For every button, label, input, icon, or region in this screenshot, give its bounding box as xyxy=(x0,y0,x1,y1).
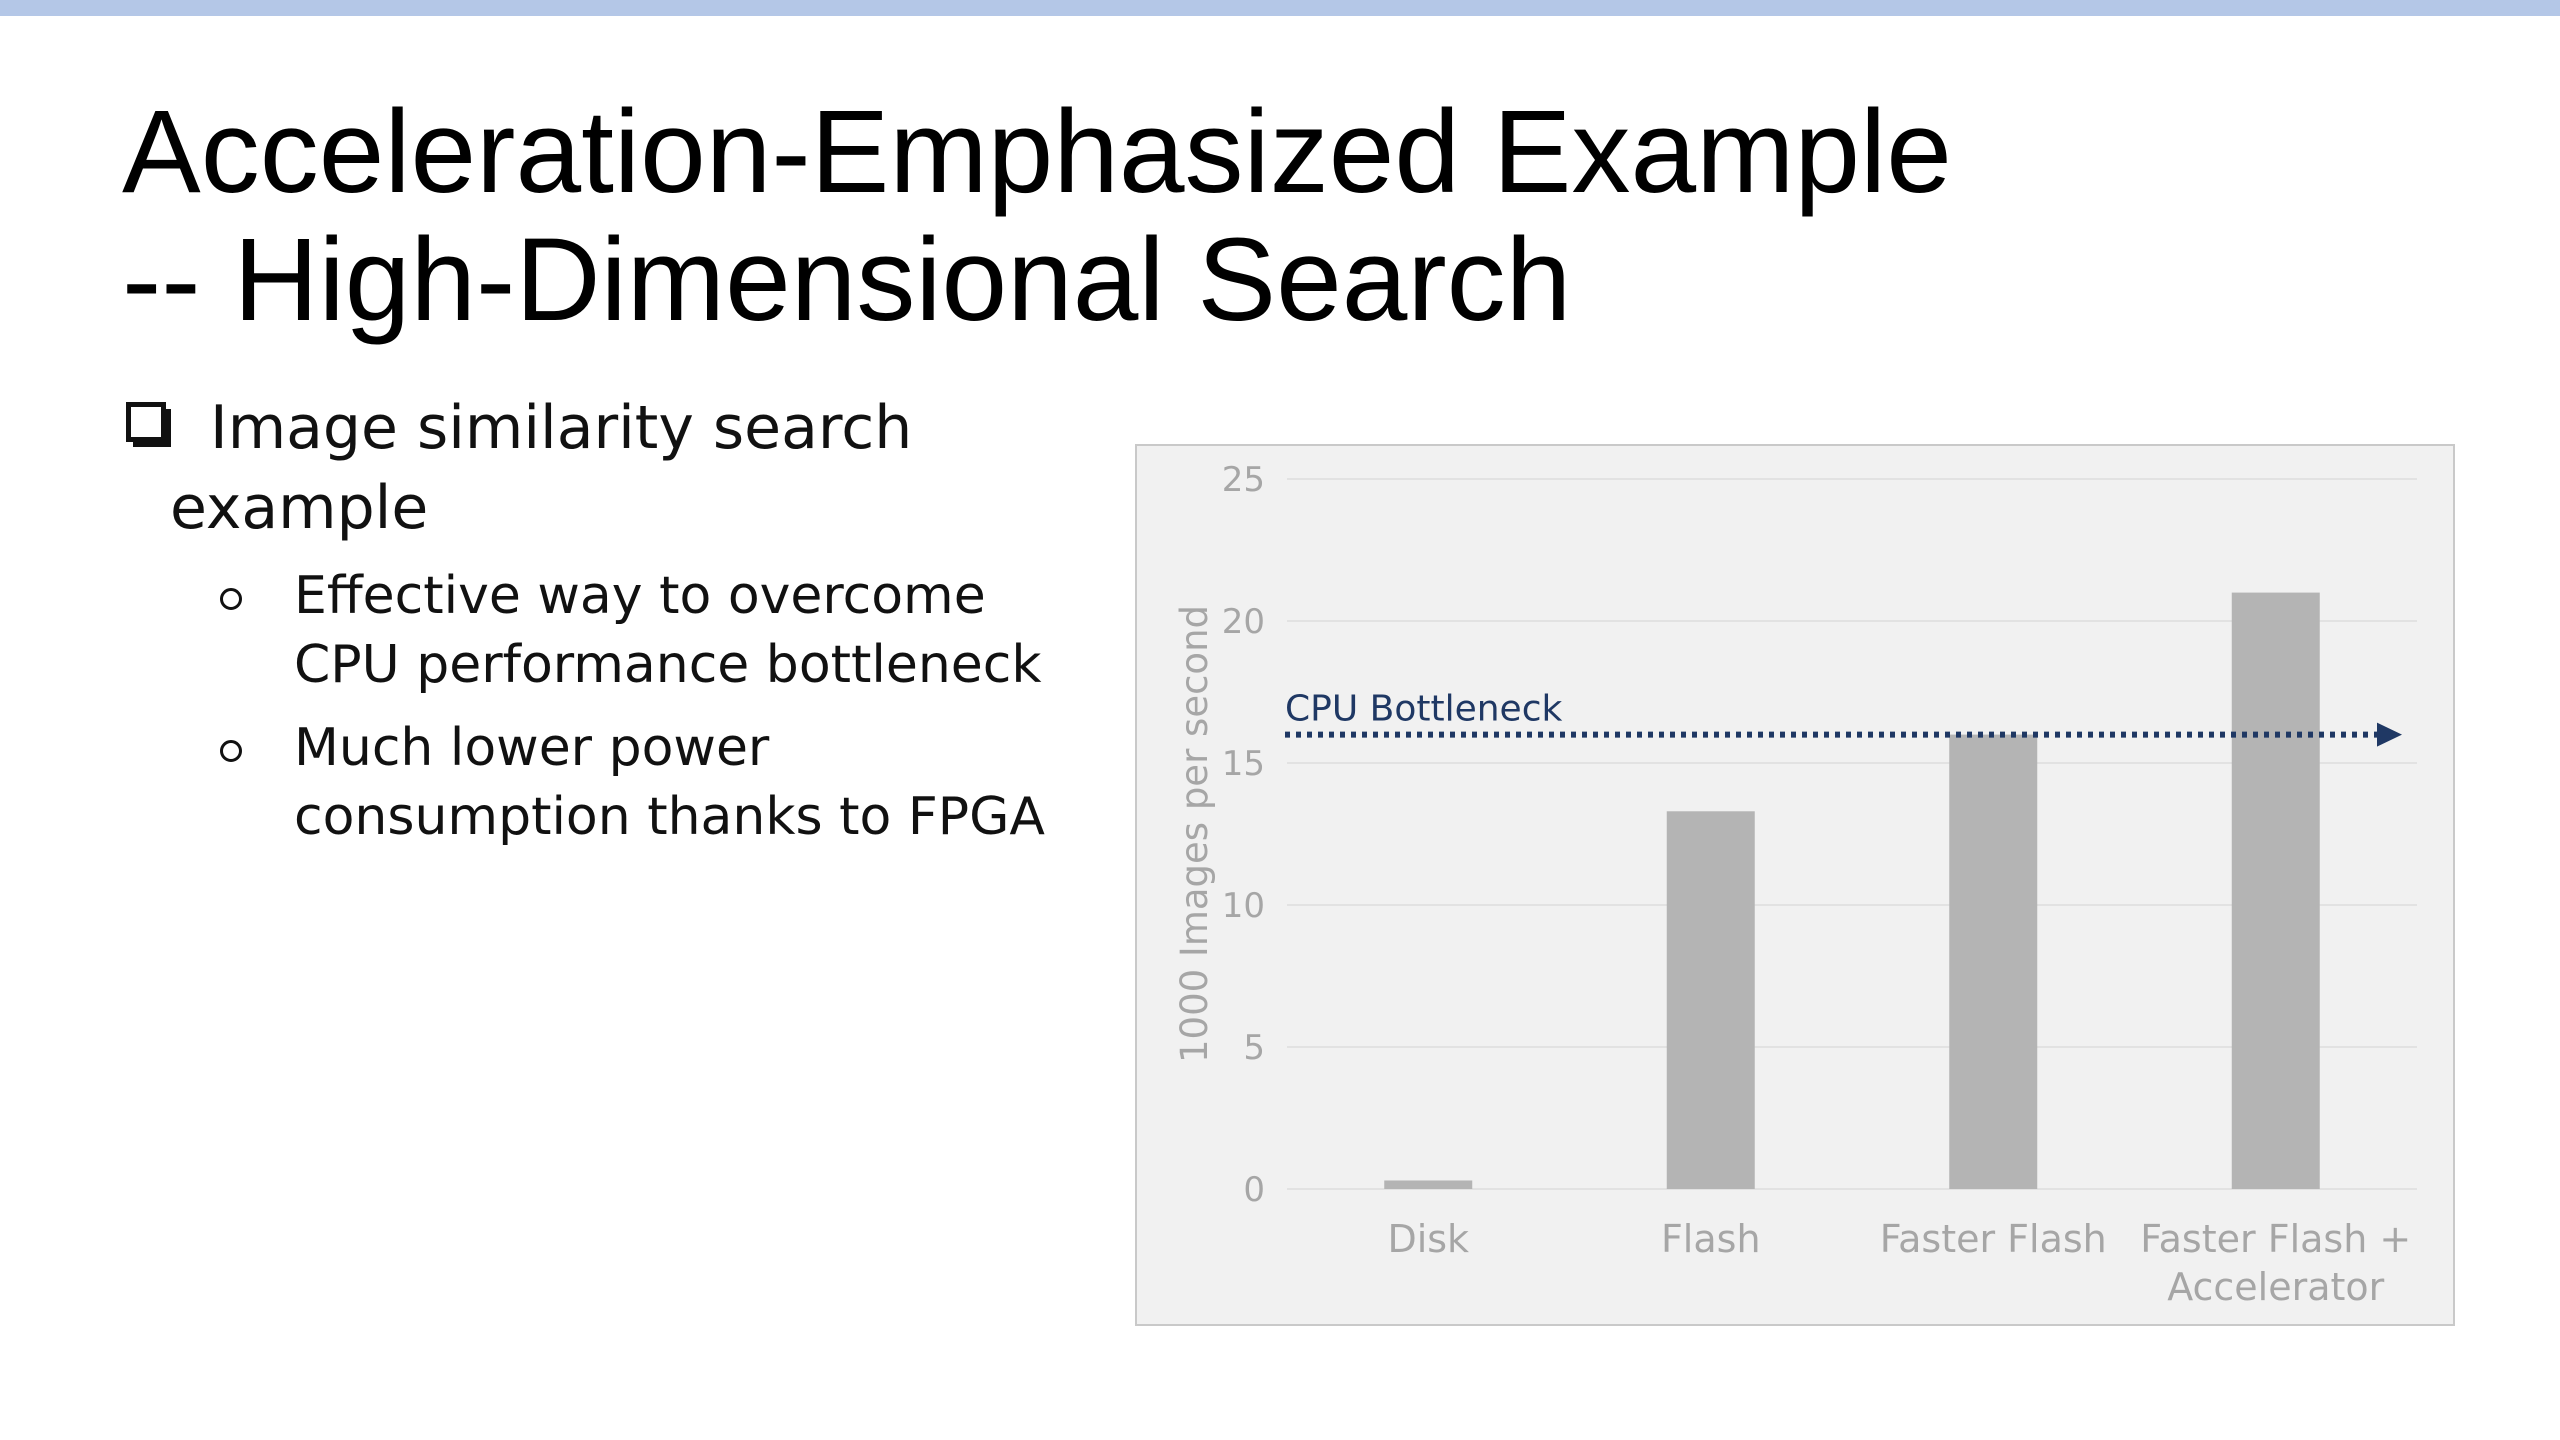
y-tick-label: 5 xyxy=(1243,1028,1265,1068)
bullet-list: Image similarity search example Effectiv… xyxy=(122,388,1082,866)
sub-bullet-item: Much lower power consumption thanks to F… xyxy=(122,714,1082,852)
slide-title: Acceleration-Emphasized Example -- High-… xyxy=(122,88,1952,344)
bar-chart: 0 5 10 15 20 25 1000 Images per second Disk Flas… xyxy=(1135,444,2455,1326)
y-axis-label: 1000 Images per second xyxy=(1173,605,1216,1063)
bar xyxy=(1384,1180,1473,1189)
slide-title-line-2: -- High-Dimensional Search xyxy=(122,214,1572,346)
x-tick-label: Accelerator xyxy=(2167,1265,2384,1309)
bullet-text-line-1: Image similarity search xyxy=(210,393,913,463)
x-tick-label: Flash xyxy=(1661,1217,1761,1261)
x-tick-label: Disk xyxy=(1387,1217,1469,1261)
sub-bullet-text-line: Much lower power xyxy=(294,718,770,778)
bullet-text-line-2: example xyxy=(170,473,429,543)
slide-top-bar xyxy=(0,0,2560,16)
x-tick-label: Faster Flash + xyxy=(2140,1217,2411,1261)
bar xyxy=(1666,811,1755,1189)
x-tick-label: Faster Flash xyxy=(1880,1217,2107,1261)
circle-bullet-icon xyxy=(220,588,242,610)
checkbox-bullet-icon xyxy=(126,402,166,442)
y-tick-label: 0 xyxy=(1243,1170,1265,1210)
bottleneck-label: CPU Bottleneck xyxy=(1285,689,1563,730)
slide-title-line-1: Acceleration-Emphasized Example xyxy=(122,86,1952,218)
bullet-item: Image similarity search example xyxy=(122,388,1082,548)
y-tick-label: 10 xyxy=(1222,886,1265,926)
sub-bullet-list: Effective way to overcome CPU performanc… xyxy=(122,562,1082,852)
circle-bullet-icon xyxy=(220,740,242,762)
bar xyxy=(1949,734,2038,1189)
y-tick-label: 15 xyxy=(1222,744,1265,784)
sub-bullet-text-line: CPU performance bottleneck xyxy=(294,635,1042,695)
y-tick-label: 25 xyxy=(1222,460,1265,500)
sub-bullet-item: Effective way to overcome CPU performanc… xyxy=(122,562,1082,700)
bar xyxy=(2231,592,2320,1189)
sub-bullet-text-line: consumption thanks to FPGA xyxy=(294,787,1045,847)
bar-chart-svg: 0 5 10 15 20 25 1000 Images per second Disk Flas… xyxy=(1173,460,2417,1309)
sub-bullet-text-line: Effective way to overcome xyxy=(294,566,986,626)
y-tick-label: 20 xyxy=(1222,602,1265,642)
bottleneck-arrowhead xyxy=(2377,722,2402,747)
